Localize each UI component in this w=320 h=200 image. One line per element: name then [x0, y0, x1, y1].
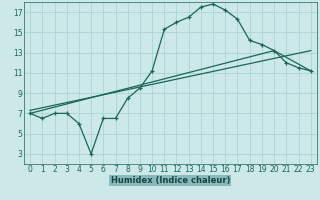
X-axis label: Humidex (Indice chaleur): Humidex (Indice chaleur) — [111, 176, 230, 185]
